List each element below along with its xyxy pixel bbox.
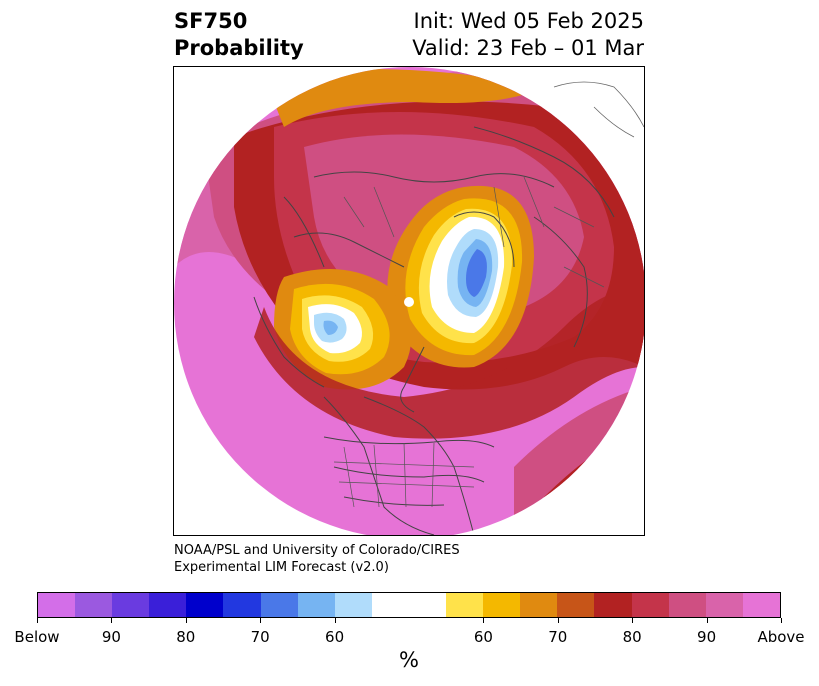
colorbar-tick-label: 60 (325, 628, 345, 646)
colorbar-segment (149, 593, 187, 617)
colorbar-tick-mark (260, 618, 262, 623)
colorbar-tick-mark (483, 618, 485, 623)
field-below-70 (466, 249, 487, 297)
map-panel (173, 66, 645, 536)
colorbar-tick-label: 70 (548, 628, 568, 646)
colorbar-tick-label: 90 (101, 628, 121, 646)
colorbar-segment (260, 593, 298, 617)
variable-subtitle: Probability (174, 36, 304, 60)
colorbar-segment (186, 593, 224, 617)
country-borders-icon (333, 176, 605, 508)
colorbar-tick-mark (632, 618, 634, 623)
colorbar-segment (520, 593, 558, 617)
colorbar-tick-label: 80 (176, 628, 196, 646)
colorbar-segment (483, 593, 521, 617)
colorbar-segment (297, 593, 335, 617)
title-left: SF750 Probability (174, 8, 304, 62)
colorbar-tick-mark (706, 618, 708, 623)
credit-line-2: Experimental LIM Forecast (v2.0) (174, 560, 389, 575)
colorbar-segment (334, 593, 372, 617)
credit: NOAA/PSL and University of Colorado/CIRE… (174, 542, 460, 576)
colorbar-tick-mark (37, 618, 38, 623)
init-date: Init: Wed 05 Feb 2025 (413, 9, 644, 33)
colorbar-tick-label: 60 (473, 628, 493, 646)
colorbar-segment (742, 593, 780, 617)
colorbar-segment (631, 593, 669, 617)
title-right: Init: Wed 05 Feb 2025 Valid: 23 Feb – 01… (412, 8, 644, 62)
valid-range: Valid: 23 Feb – 01 Mar (412, 36, 644, 60)
colorbar-segment (668, 593, 706, 617)
colorbar-segment (557, 593, 595, 617)
colorbar-unit: % (399, 648, 419, 672)
colorbar-tick-label: 70 (250, 628, 270, 646)
colorbar-segment (75, 593, 113, 617)
colorbar-segment (38, 593, 76, 617)
colorbar-tick-mark (557, 618, 559, 623)
colorbar-tick-mark (111, 618, 113, 623)
colorbar-tick-label: Above (757, 628, 805, 646)
colorbar-tick-mark (334, 618, 336, 623)
colorbar-segment (446, 593, 484, 617)
colorbar-tick-label: 80 (622, 628, 642, 646)
colorbar-segment (112, 593, 150, 617)
colorbar-segment (594, 593, 632, 617)
colorbar-tick-mark (781, 618, 782, 623)
colorbar-segment (371, 593, 409, 617)
colorbar-tick-mark (185, 618, 187, 623)
probability-map (174, 67, 644, 535)
colorbar-tick-label: Below (14, 628, 60, 646)
colorbar-segment (223, 593, 261, 617)
colorbar-segment (408, 593, 447, 617)
colorbar-tick-label: 90 (697, 628, 717, 646)
variable-title: SF750 (174, 9, 248, 33)
colorbar (37, 592, 781, 618)
credit-line-1: NOAA/PSL and University of Colorado/CIRE… (174, 543, 460, 558)
colorbar-segment (705, 593, 743, 617)
